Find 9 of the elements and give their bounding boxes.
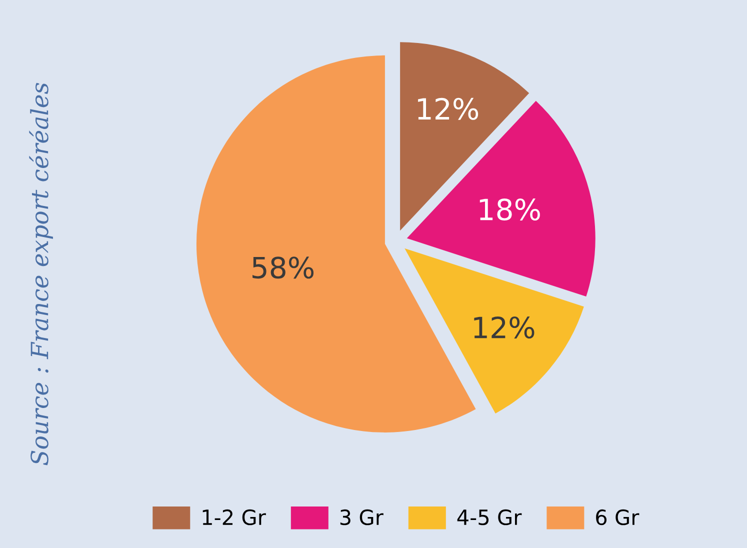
source-note: Source : France export céréales [29, 82, 53, 466]
data-label: 12% [474, 316, 534, 339]
data-label: 12% [418, 98, 478, 120]
data-label: 18% [480, 198, 540, 221]
legend-label: 4-5 Gr [457, 509, 522, 526]
legend-label: 6 Gr [596, 509, 640, 526]
legend-label: 3 Gr [340, 509, 384, 526]
legend-label: 1-2 Gr [202, 509, 266, 526]
data-label: 58% [252, 256, 314, 279]
